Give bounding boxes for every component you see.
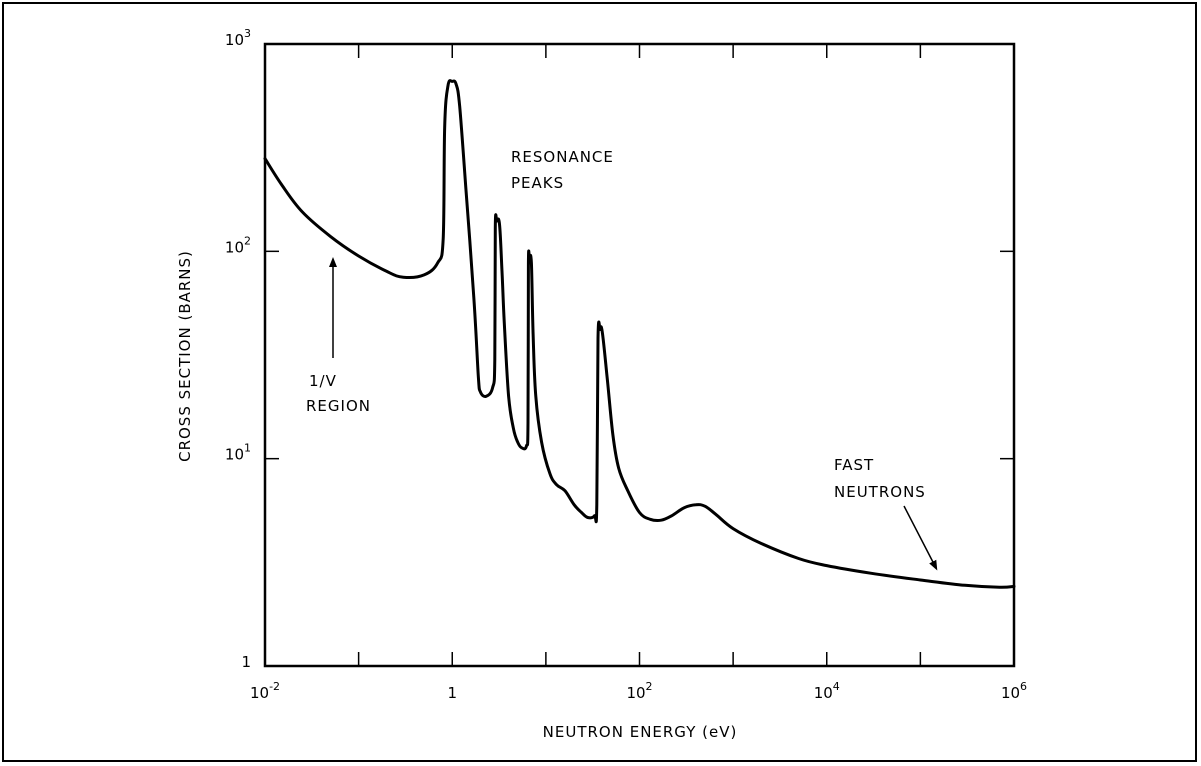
data-point	[594, 515, 595, 516]
data-point	[587, 517, 588, 518]
x-tick-label: 1	[447, 684, 457, 702]
data-point	[459, 106, 460, 107]
data-point	[456, 84, 457, 85]
arrow-fast-neutrons	[903, 505, 938, 571]
data-point	[526, 446, 527, 447]
x-tick-label: 106	[1001, 680, 1027, 702]
annotation-resonance-line1: RESONANCE	[511, 148, 614, 166]
data-point	[533, 333, 534, 334]
x-tick-label: 104	[814, 680, 840, 702]
data-point	[602, 331, 603, 332]
data-point	[264, 158, 265, 159]
cross-section-curve	[263, 79, 1016, 589]
data-point	[704, 506, 705, 507]
data-point	[527, 422, 528, 423]
data-point	[358, 255, 359, 256]
data-point	[535, 396, 536, 397]
annotation-1v-region: 1/V REGION	[306, 257, 371, 415]
data-point	[627, 490, 628, 491]
data-point	[473, 297, 474, 298]
y-axis-label: CROSS SECTION (BARNS)	[176, 250, 194, 462]
data-point	[671, 515, 672, 516]
annotation-resonance-line2: PEAKS	[511, 174, 564, 192]
data-point	[478, 376, 479, 377]
annotation-1v-line2: REGION	[306, 397, 371, 415]
data-point	[330, 236, 331, 237]
data-point	[492, 387, 493, 388]
data-point	[495, 227, 496, 228]
data-point	[528, 265, 529, 266]
data-point	[403, 277, 404, 278]
data-point	[443, 238, 444, 239]
data-point	[529, 258, 530, 259]
data-point	[581, 512, 582, 513]
data-point	[513, 428, 514, 429]
data-point	[606, 376, 607, 377]
y-tick-label: 1	[241, 653, 251, 671]
data-point	[871, 573, 872, 574]
data-point	[486, 396, 487, 397]
data-point	[499, 224, 500, 225]
data-point	[556, 484, 557, 485]
data-point	[386, 271, 387, 272]
x-tick-label: 102	[626, 680, 652, 702]
x-tick-label: 10-2	[250, 680, 280, 702]
x-axis-label: NEUTRON ENERGY (eV)	[543, 723, 738, 741]
y-tick-label: 101	[225, 442, 251, 464]
data-point	[1013, 586, 1014, 587]
ticks: 10-2 1 102 104 106 1 101 102 103	[225, 27, 1027, 702]
data-point	[508, 396, 509, 397]
data-point	[496, 220, 497, 221]
data-point	[661, 520, 662, 521]
data-point	[549, 473, 550, 474]
y-tick-label: 103	[225, 27, 251, 49]
data-point	[684, 507, 685, 508]
data-point	[612, 434, 613, 435]
data-point	[437, 262, 438, 263]
data-point	[480, 391, 481, 392]
data-point	[452, 81, 453, 82]
data-point	[517, 442, 518, 443]
annotation-1v-line1: 1/V	[309, 372, 337, 390]
data-point	[761, 543, 762, 544]
data-point	[999, 587, 1000, 588]
data-point	[826, 565, 827, 566]
data-point	[465, 188, 466, 189]
data-point	[596, 504, 597, 505]
data-point	[733, 528, 734, 529]
annotation-fast-neutrons: FAST NEUTRONS	[834, 456, 938, 571]
data-point	[444, 126, 445, 127]
data-point	[600, 329, 601, 330]
data-point	[597, 338, 598, 339]
data-point	[564, 490, 565, 491]
data-point	[281, 184, 282, 185]
data-point	[650, 519, 651, 520]
data-point	[531, 262, 532, 263]
data-point	[504, 323, 505, 324]
data-point	[574, 504, 575, 505]
data-point	[618, 468, 619, 469]
data-point	[501, 271, 502, 272]
curve-layer	[263, 79, 1016, 589]
data-point	[494, 359, 495, 360]
data-point	[541, 442, 542, 443]
data-point	[798, 558, 799, 559]
data-point	[447, 85, 448, 86]
data-point	[695, 504, 696, 505]
y-tick-label: 102	[225, 234, 251, 256]
data-point	[302, 211, 303, 212]
plot-border	[263, 42, 1016, 668]
annotation-fast-line2: NEUTRONS	[834, 483, 926, 501]
data-point	[715, 514, 716, 515]
data-point	[521, 447, 522, 448]
plot-area	[263, 42, 1016, 668]
data-point	[920, 579, 921, 580]
annotation-resonance-peaks: RESONANCE PEAKS	[511, 148, 614, 192]
data-point	[964, 585, 965, 586]
annotation-fast-line1: FAST	[834, 456, 874, 474]
data-point	[424, 274, 425, 275]
data-point	[639, 512, 640, 513]
